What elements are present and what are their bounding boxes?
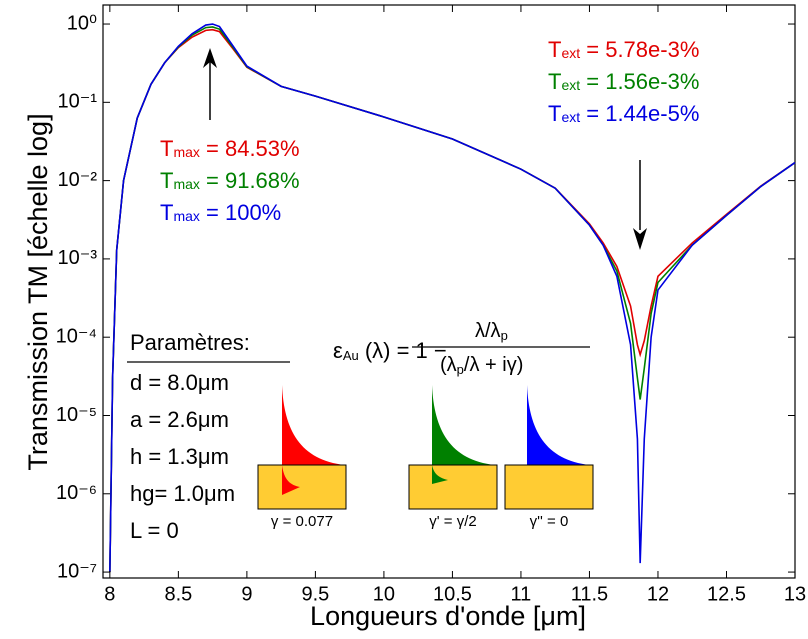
param-line: d = 8.0μm	[130, 370, 229, 395]
annotation: Tmax = 91.68%	[160, 168, 300, 193]
formula-part: λ/λ	[475, 320, 501, 342]
inset-label: γ = 0.077	[271, 513, 333, 530]
annotation-text: = 100%	[200, 200, 281, 225]
y-tick-label: 10⁻³	[58, 247, 98, 269]
annotation-symbol: T	[548, 69, 561, 94]
x-tick-label: 12	[647, 583, 669, 605]
arrow-head	[633, 228, 647, 250]
formula-part: p	[457, 362, 464, 377]
annotation-sub: max	[173, 176, 199, 192]
formula-part: ε	[333, 338, 343, 363]
x-tick-label: 9.5	[301, 583, 329, 605]
x-tick-label: 9	[241, 583, 252, 605]
annotation-text: = 1.56e-3%	[580, 69, 699, 94]
x-tick-label: 8.5	[164, 583, 192, 605]
y-axis-label: Transmission TM [échelle log]	[23, 113, 53, 470]
plot-frame	[102, 4, 796, 579]
annotation-sub: max	[173, 144, 199, 160]
formula-part: /λ + iγ)	[464, 354, 523, 376]
annotation-symbol: T	[548, 37, 561, 62]
x-tick-label: 13	[784, 583, 806, 605]
annotation-text: = 1.44e-5%	[580, 101, 699, 126]
x-tick-label: 10	[373, 583, 395, 605]
annotation-symbol: T	[160, 200, 173, 225]
annotation-sub: ext	[561, 77, 580, 93]
annotation-symbol: T	[548, 101, 561, 126]
annotation: Text = 1.56e-3%	[548, 69, 699, 94]
series-line	[109, 23, 796, 573]
x-tick-label: 10.5	[433, 583, 472, 605]
x-tick-label: 8	[104, 583, 115, 605]
y-tick-label: 10⁻⁵	[56, 404, 97, 426]
formula-part: (λ) = 1 −	[359, 338, 447, 363]
param-line: h = 1.3μm	[130, 444, 229, 469]
y-tick-label: 10⁻⁷	[57, 560, 97, 582]
annotation-text: = 91.68%	[200, 168, 300, 193]
formula-part: Au	[343, 348, 359, 363]
annotation-sub: max	[173, 208, 199, 224]
x-axis-label: Longueurs d'onde [μm]	[310, 601, 586, 631]
param-line: L = 0	[130, 518, 179, 543]
annotation-symbol: T	[160, 136, 173, 161]
y-tick-label: 10⁻²	[58, 169, 98, 191]
annotation: Tmax = 100%	[160, 200, 281, 225]
y-tick-label: 10⁻¹	[58, 91, 98, 113]
formula: εAu (λ) = 1 −	[333, 338, 447, 364]
param-title: Paramètres:	[130, 330, 250, 355]
formula-num: λ/λp	[475, 320, 508, 343]
annotation-sub: ext	[561, 109, 580, 125]
y-tick-label: 10⁻⁴	[56, 325, 97, 347]
arrow-head	[203, 48, 217, 68]
arrows	[209, 60, 641, 230]
param-line: hg= 1.0μm	[130, 481, 235, 506]
param-line: a = 2.6μm	[130, 407, 229, 432]
annotation: Text = 1.44e-5%	[548, 101, 699, 126]
formula-part: p	[501, 328, 508, 343]
x-tick-label: 12.5	[707, 583, 746, 605]
annotation-sub: ext	[561, 45, 580, 61]
formula-den: (λp/λ + iγ)	[440, 354, 523, 377]
y-tick-label: 10⁻⁶	[56, 482, 97, 504]
inset-label: γ'' = 0	[530, 513, 569, 530]
inset-label: γ' = γ/2	[429, 513, 476, 530]
curves	[109, 23, 796, 573]
annotation-text: = 84.53%	[200, 136, 300, 161]
x-tick-label: 11	[511, 583, 532, 605]
annotation: Tmax = 84.53%	[160, 136, 300, 161]
annotation-symbol: T	[160, 168, 173, 193]
y-tick-label: 10⁰	[67, 12, 97, 34]
formula-part: (λ	[440, 354, 457, 376]
annotation: Text = 5.78e-3%	[548, 37, 699, 62]
annotation-text: = 5.78e-3%	[580, 37, 699, 62]
x-tick-label: 11.5	[571, 583, 608, 605]
inset	[257, 385, 594, 510]
